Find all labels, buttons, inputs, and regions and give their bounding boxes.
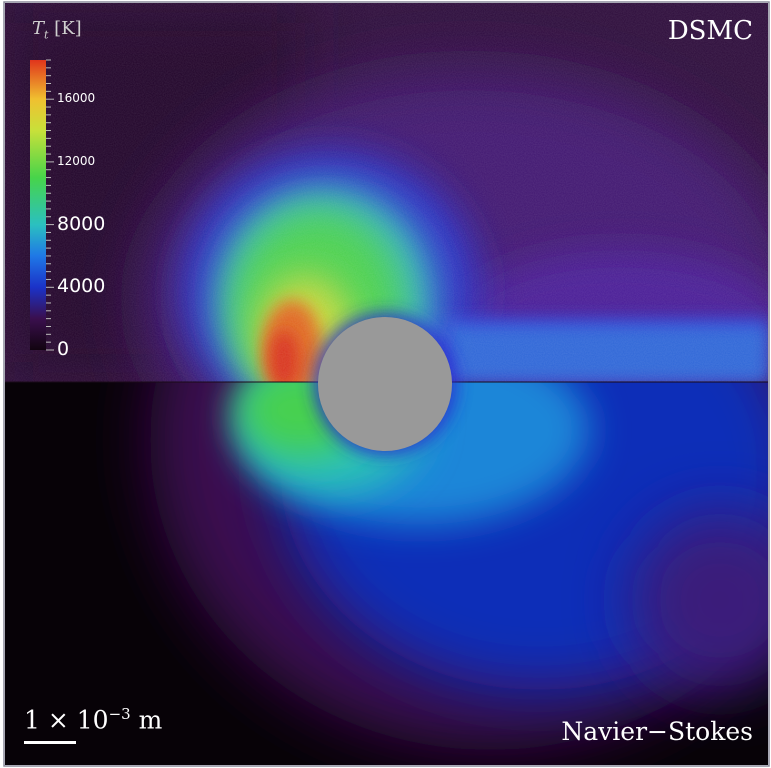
colorbar-tick-label: 16000 bbox=[57, 91, 96, 106]
colorbar-gradient bbox=[30, 60, 46, 350]
colorbar-tick-label: 4000 bbox=[57, 275, 106, 298]
scale-bar bbox=[24, 741, 76, 744]
navier-stokes-label: Navier−Stokes bbox=[561, 717, 753, 746]
colorbar-tick-label: 12000 bbox=[57, 153, 96, 168]
dsmc-label: DSMC bbox=[667, 16, 753, 46]
colorbar-tick-label: 0 bbox=[57, 338, 70, 360]
colorbar-title: Tt [K] bbox=[32, 18, 82, 42]
navier-stokes-half bbox=[5, 382, 768, 765]
plot-border bbox=[3, 1, 770, 767]
scale-bar-label: 1 × 10−3 m bbox=[24, 704, 163, 734]
colorbar-tick-label: 8000 bbox=[57, 212, 106, 235]
colorbar bbox=[30, 59, 54, 351]
colorbar-minor-ticks bbox=[46, 59, 54, 351]
cylinder-body bbox=[318, 317, 452, 451]
